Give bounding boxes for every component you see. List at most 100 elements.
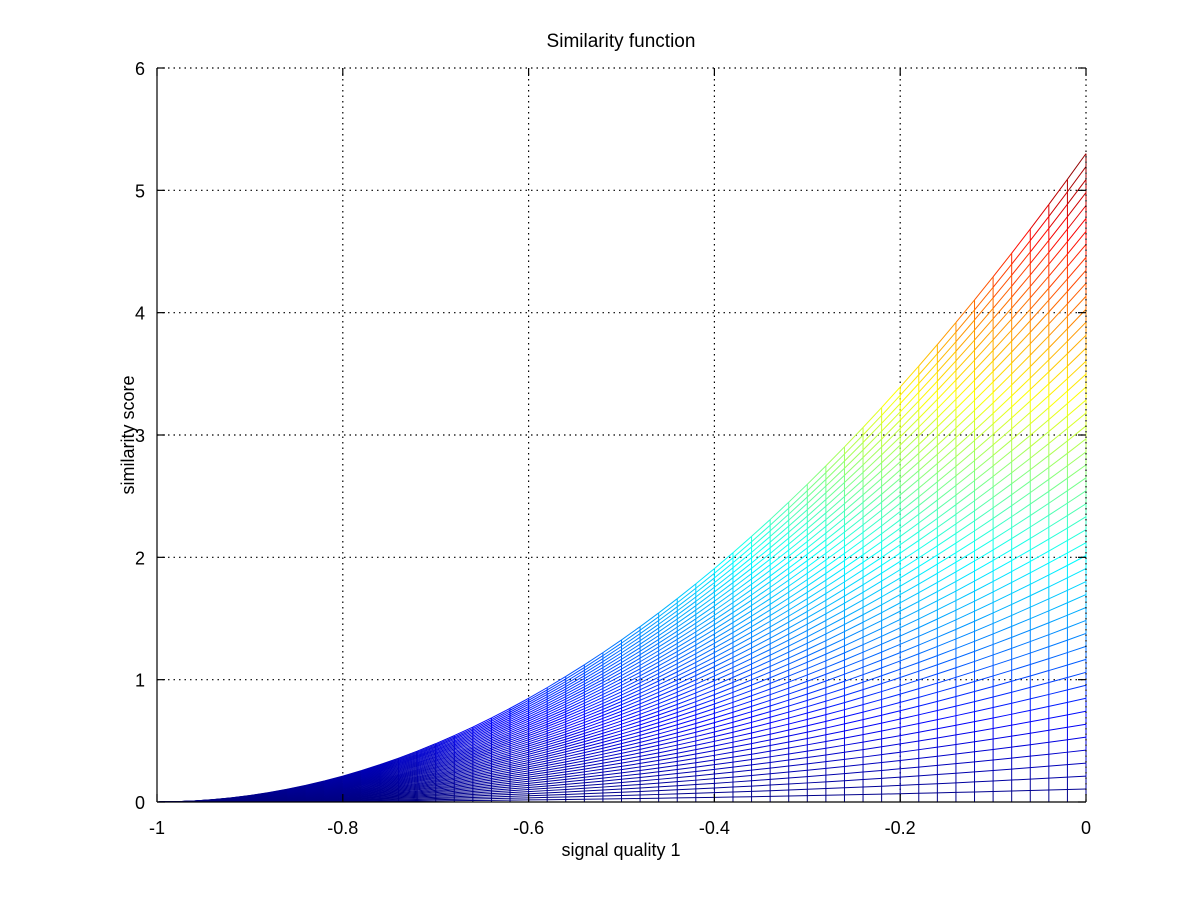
mesh-row-segment [472,759,492,766]
mesh-row-segment [1029,347,1050,367]
mesh-row-segment [398,767,418,774]
mesh-row-segment [565,719,585,728]
mesh-row-segment [937,494,957,510]
mesh-row-segment [751,575,771,590]
mesh-row-segment [714,781,734,784]
mesh-row-segment [862,651,882,661]
mesh-row-segment [547,758,566,764]
mesh-row-segment [342,772,362,779]
mesh-row-segment [881,602,901,614]
mesh-row-segment [621,664,641,677]
mesh-row-segment [602,720,622,728]
mesh-row-segment [398,777,418,782]
mesh-row-segment [1029,299,1050,322]
mesh-row-segment [918,719,938,725]
mesh-row-segment [881,403,901,424]
mesh-row-segment [992,527,1012,540]
mesh-row-segment [398,761,418,769]
mesh-row-segment [379,763,399,771]
mesh-row-segment [398,785,418,789]
mesh-row-segment [565,675,585,687]
mesh-row-segment [695,745,715,751]
mesh-row-segment [974,413,994,431]
mesh-row-segment [899,583,920,595]
mesh-row-segment [565,793,585,795]
mesh-row-segment [565,721,585,730]
mesh-row-segment [825,574,845,588]
mesh-row-segment [732,769,752,773]
mesh-row-segment [342,775,362,781]
mesh-row-segment [398,795,418,798]
mesh-row-segment [881,610,901,621]
mesh-row-segment [454,749,474,757]
mesh-row-segment [751,654,771,665]
mesh-row-segment [639,646,659,659]
mesh-row-segment [900,757,919,762]
mesh-row-segment [1030,634,1050,643]
mesh-row-segment [844,554,864,569]
mesh-row-segment [658,724,678,731]
mesh-row-segment [528,755,548,761]
mesh-row-segment [565,782,585,785]
mesh-row-segment [1048,291,1068,313]
mesh-row-segment [435,755,455,762]
mesh-row-segment [379,759,399,767]
mesh-row-segment [751,541,771,559]
mesh-row-segment [992,516,1012,530]
mesh-row-segment [677,775,696,779]
mesh-row-segment [1029,359,1050,379]
mesh-row-segment [658,671,678,682]
mesh-row-segment [398,792,418,795]
mesh-row-segment [899,557,920,571]
mesh-row-segment [714,791,733,794]
mesh-row-segment [361,770,381,777]
mesh-row-segment [862,596,882,608]
mesh-row-segment [602,775,622,779]
mesh-row-segment [435,736,455,746]
mesh-row-segment [621,790,641,793]
mesh-row-segment [472,772,492,778]
mesh-row-segment [454,767,473,772]
mesh-row-segment [584,696,604,707]
mesh-row-segment [398,780,418,785]
mesh-row-segment [695,792,715,794]
mesh-row-segment [379,765,399,772]
mesh-row-segment [770,729,789,735]
mesh-row-segment [974,297,994,321]
mesh-row-segment [714,622,734,635]
mesh-row-segment [398,751,418,760]
mesh-row-segment [807,754,826,759]
mesh-row-segment [454,768,473,774]
mesh-row-segment [584,711,604,721]
mesh-row-segment [342,792,362,795]
mesh-row-segment [862,738,882,743]
mesh-row-segment [565,708,585,718]
mesh-row-segment [491,726,511,736]
mesh-row-segment [454,776,473,780]
mesh-row-segment [639,669,659,680]
mesh-row-segment [955,359,975,381]
mesh-row-segment [509,726,529,736]
mesh-row-segment [454,734,474,743]
mesh-row-segment [361,792,380,795]
mesh-row-segment [788,528,808,545]
mesh-row-segment [844,621,864,633]
mesh-row-segment [565,757,585,763]
mesh-row-segment [602,730,622,737]
mesh-row-segment [770,741,789,747]
mesh-row-segment [639,654,659,666]
mesh-row-segment [509,706,529,717]
mesh-row-segment [1011,377,1031,397]
mesh-row-segment [769,567,790,583]
mesh-row-segment [658,675,678,686]
mesh-row-segment [639,642,659,656]
mesh-row-segment [621,682,641,693]
mesh-row-segment [900,679,919,687]
mesh-row-segment [1067,632,1087,641]
mesh-row-segment [342,797,362,799]
mesh-row-segment [732,605,752,618]
mesh-row-segment [546,718,566,727]
mesh-row-segment [584,720,604,729]
mesh-row-segment [639,665,659,677]
mesh-row-segment [862,627,882,638]
